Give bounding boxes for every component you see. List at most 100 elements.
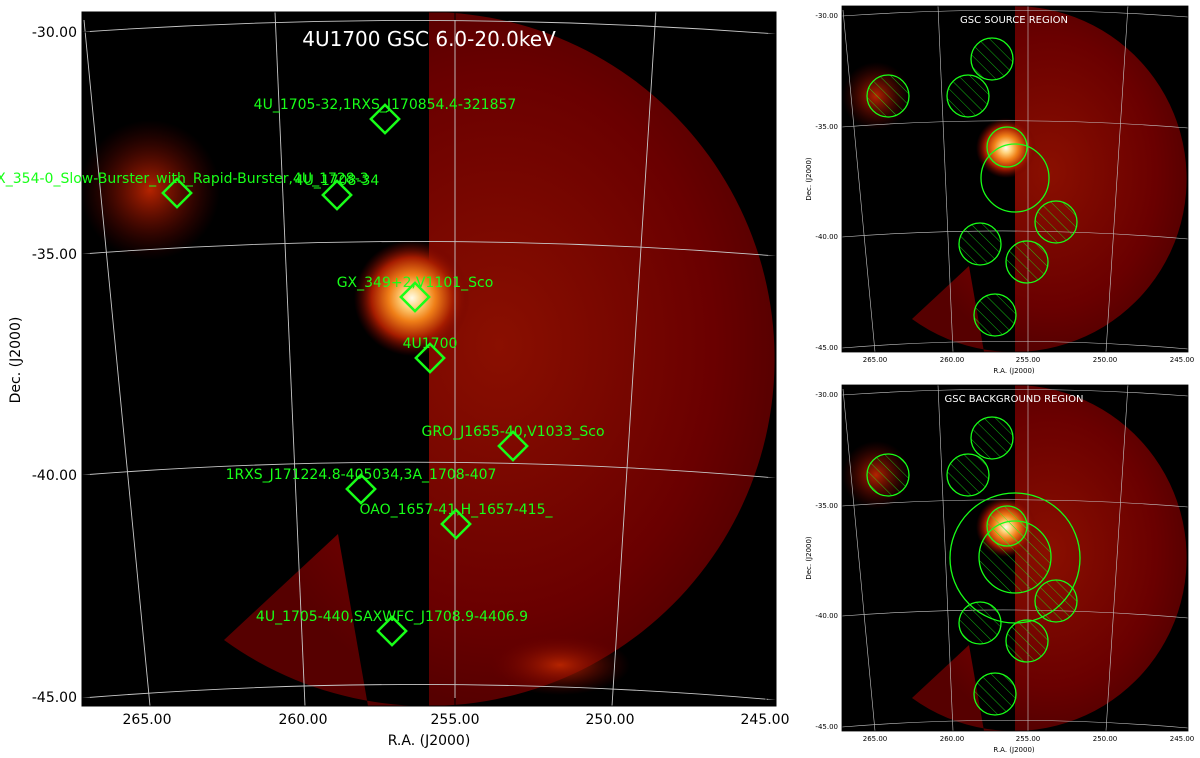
x-tick-label: 265.00 (123, 712, 172, 728)
excluded-region-circle[interactable] (1034, 200, 1078, 244)
background-region-panel: GSC BACKGROUND REGION -30.00 -35.00 -40.… (805, 384, 1194, 754)
diamond-marker-icon[interactable] (161, 177, 193, 209)
source-label: OAO_1657-41,H_1657-415_ (360, 502, 554, 518)
excluded-region-circle[interactable] (973, 293, 1017, 337)
y-tick-label: -35.00 (32, 247, 77, 263)
excluded-region-circle[interactable] (1005, 619, 1049, 663)
diamond-marker-icon[interactable] (414, 342, 446, 374)
excluded-region-circle[interactable] (1005, 240, 1049, 284)
main-y-tick-labels: -30.00 -35.00 -40.00 -45.00 (32, 25, 77, 706)
diamond-marker-icon[interactable] (399, 281, 431, 313)
source-marker[interactable]: GRO_J1655-40,V1033_Sco (421, 424, 605, 462)
region-circles (866, 37, 1078, 337)
source-marker[interactable]: 4U_1705-32,1RXS_J170854.4-321857 (254, 97, 517, 135)
background-region-frame (841, 384, 1189, 732)
x-tick-label: 255.00 (1016, 356, 1041, 364)
main-frame (81, 11, 777, 707)
source-marker[interactable]: 1RXS_J171224.8-405034,3A_1708-407 (226, 467, 497, 505)
coordinate-grid (842, 6, 1188, 352)
x-tick-label: 245.00 (1170, 356, 1195, 364)
y-tick-label: -30.00 (32, 25, 77, 41)
y-tick-label: -30.00 (815, 12, 838, 20)
y-tick-label: -45.00 (815, 344, 838, 352)
diffuse-emission-blob (490, 635, 630, 695)
source-region-y-tick-labels: -30.00 -35.00 -40.00 -45.00 (815, 12, 838, 352)
source-label: 4U_1705-440,SAXWFC_J1708.9-4406.9 (256, 609, 528, 625)
y-tick-label: -40.00 (815, 233, 838, 241)
x-tick-label: 255.00 (1016, 735, 1041, 743)
source-region-circle[interactable] (986, 126, 1028, 168)
excluded-region-circle[interactable] (970, 37, 1014, 81)
excluded-region-circle[interactable] (978, 520, 1052, 594)
source-region-frame (841, 5, 1189, 353)
bright-source-blob (354, 240, 470, 356)
source-region-x-axis-label: R.A. (J2000) (993, 367, 1035, 375)
x-tick-label: 265.00 (863, 356, 888, 364)
x-tick-label: 260.00 (940, 356, 965, 364)
excluded-region-circle[interactable] (973, 672, 1017, 716)
diamond-marker-icon[interactable] (440, 508, 472, 540)
source-marker[interactable]: 4U_1705-440,SAXWFC_J1708.9-4406.9 (256, 609, 528, 647)
x-tick-label: 250.00 (1093, 735, 1118, 743)
source-label: 4U_1708-34 (295, 173, 380, 189)
source-label: 4U_1705-32,1RXS_J170854.4-321857 (254, 97, 517, 113)
source-label: 1RXS_J171224.8-405034,3A_1708-407 (226, 467, 497, 483)
source-markers: 4U_1705-32,1RXS_J170854.4-321857 GX_354-… (0, 97, 605, 647)
main-title: 4U1700 GSC 6.0-20.0keV (302, 27, 556, 51)
x-tick-label: 245.00 (741, 712, 790, 728)
x-tick-label: 245.00 (1170, 735, 1195, 743)
source-region-y-axis-label: Dec. (J2000) (805, 157, 813, 201)
x-tick-label: 260.00 (279, 712, 328, 728)
diffuse-emission-blob (82, 120, 220, 260)
background-region-y-axis-label: Dec. (J2000) (805, 536, 813, 580)
source-marker[interactable]: 4U1700 (403, 336, 458, 374)
y-tick-label: -35.00 (815, 502, 838, 510)
x-tick-label: 250.00 (586, 712, 635, 728)
region-circles (866, 416, 1081, 716)
y-tick-label: -30.00 (815, 391, 838, 399)
diamond-marker-icon[interactable] (497, 430, 529, 462)
y-tick-label: -40.00 (32, 468, 77, 484)
field-of-view (224, 12, 775, 706)
x-tick-label: 260.00 (940, 735, 965, 743)
y-tick-label: -40.00 (815, 612, 838, 620)
excluded-region-circle[interactable] (958, 222, 1002, 266)
excluded-region-circle[interactable] (970, 416, 1014, 460)
source-label: GX_349+2,V1101_Sco (337, 275, 494, 291)
excluded-region-circle[interactable] (866, 453, 910, 497)
coordinate-grid (842, 385, 1188, 731)
diamond-marker-icon[interactable] (376, 615, 408, 647)
source-label: 4U1700 (403, 336, 458, 352)
main-x-axis-label: R.A. (J2000) (388, 733, 471, 749)
source-region-panel: GSC SOURCE REGION -30.00 -35.00 -40.00 -… (805, 5, 1194, 375)
background-region-y-tick-labels: -30.00 -35.00 -40.00 -45.00 (815, 391, 838, 731)
background-region-x-axis-label: R.A. (J2000) (993, 746, 1035, 754)
main-y-axis-label: Dec. (J2000) (8, 317, 24, 404)
diamond-marker-icon[interactable] (321, 179, 353, 211)
main-x-tick-labels: 265.00 260.00 255.00 250.00 245.00 (123, 712, 790, 728)
source-marker[interactable]: GX_349+2,V1101_Sco (337, 275, 494, 313)
x-tick-label: 255.00 (431, 712, 480, 728)
excluded-region-circle[interactable] (946, 74, 990, 118)
excluded-region-circle[interactable] (1034, 579, 1078, 623)
diamond-marker-icon[interactable] (369, 103, 401, 135)
excluded-region-circle[interactable] (866, 74, 910, 118)
source-label: GX_354-0_Slow-Burster_with_Rapid-Burster… (0, 171, 369, 187)
source-marker[interactable]: 4U_1708-34 (295, 173, 380, 211)
background-region-title: GSC BACKGROUND REGION (945, 394, 1084, 405)
y-tick-label: -35.00 (815, 123, 838, 131)
excluded-region-circle[interactable] (958, 601, 1002, 645)
source-marker[interactable]: GX_354-0_Slow-Burster_with_Rapid-Burster… (0, 171, 369, 209)
background-region-x-tick-labels: 265.00 260.00 255.00 250.00 245.00 (863, 735, 1195, 743)
source-region-circle[interactable] (980, 143, 1050, 213)
excluded-region-circle[interactable] (946, 453, 990, 497)
y-tick-label: -45.00 (815, 723, 838, 731)
y-tick-label: -45.00 (32, 690, 77, 706)
diamond-marker-icon[interactable] (345, 473, 377, 505)
source-label: GRO_J1655-40,V1033_Sco (421, 424, 604, 440)
x-tick-label: 250.00 (1093, 356, 1118, 364)
source-marker[interactable]: OAO_1657-41,H_1657-415_ (360, 502, 554, 540)
coordinate-grid (82, 12, 776, 706)
source-region-title: GSC SOURCE REGION (960, 15, 1068, 26)
